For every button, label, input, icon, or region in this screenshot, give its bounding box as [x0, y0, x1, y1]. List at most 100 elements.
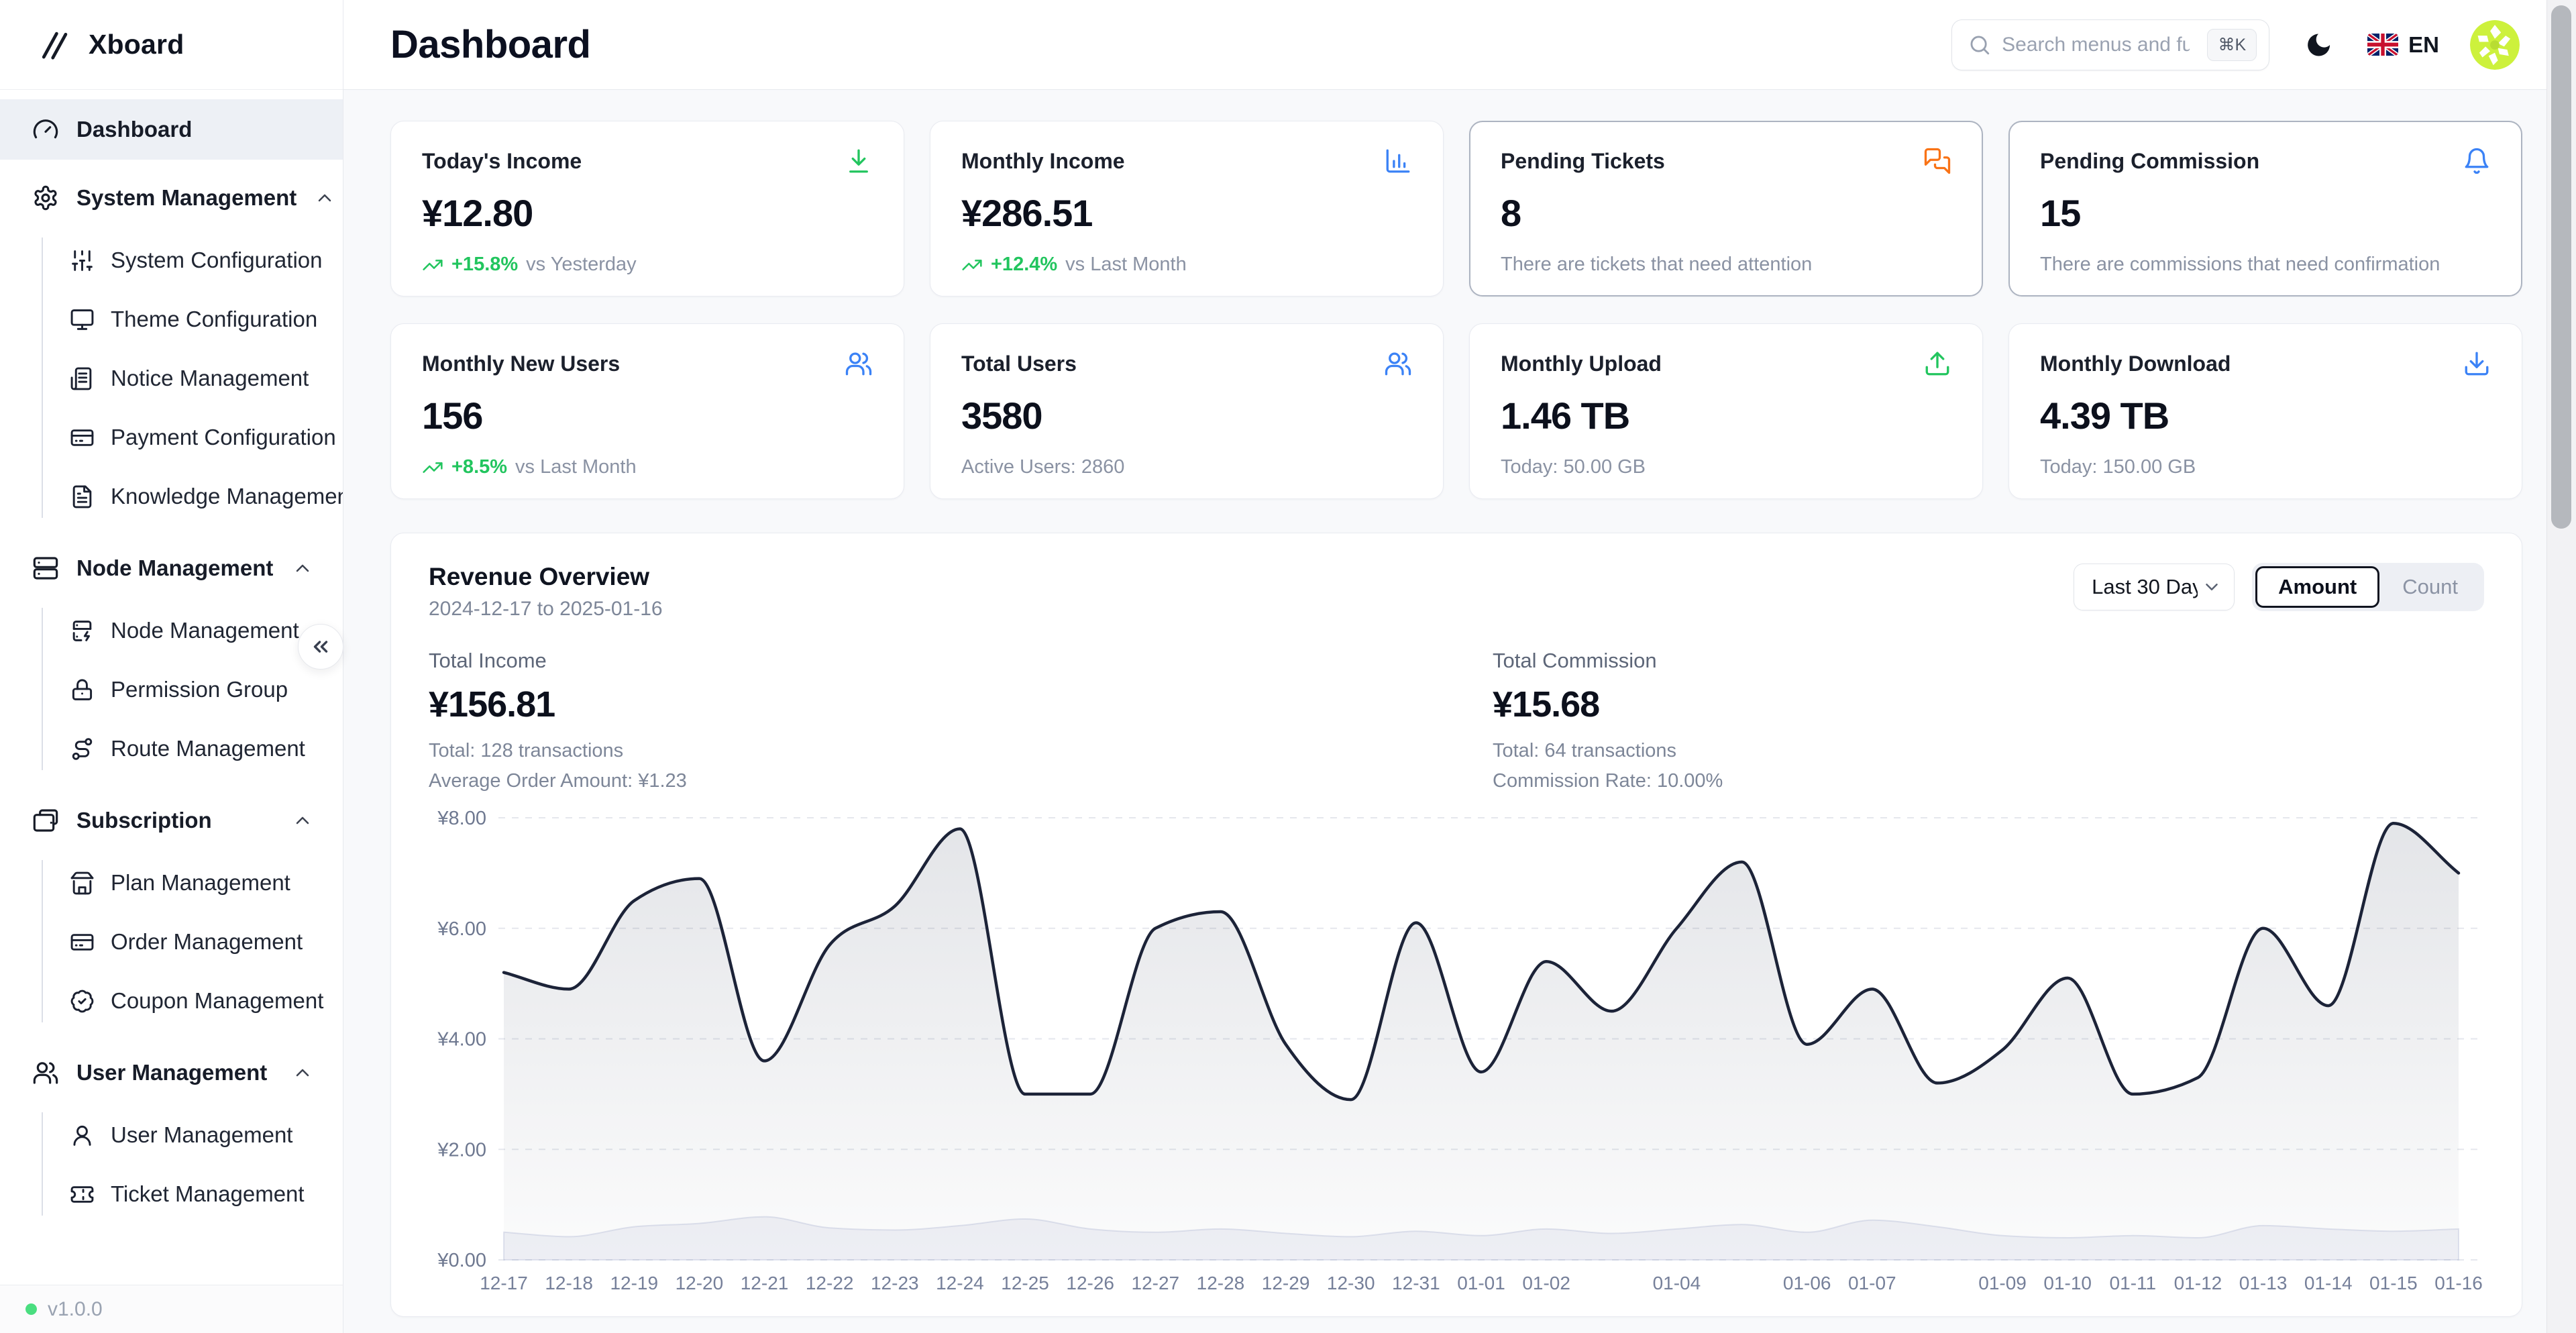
sidebar-section-system-management: System Management System Configuration The…: [0, 168, 343, 530]
sidebar-item-label: Node Management: [76, 555, 274, 580]
svg-text:01-09: 01-09: [1978, 1273, 2027, 1293]
sidebar-collapse-button[interactable]: [298, 624, 343, 670]
stat-card-subtext: +8.5% vs Last Month: [422, 456, 873, 478]
scrollbar-thumb[interactable]: [2551, 5, 2571, 529]
sidebar-subitem-theme-configuration[interactable]: Theme Configuration: [0, 290, 343, 349]
sidebar-subitem-notice-management[interactable]: Notice Management: [0, 349, 343, 408]
sidebar-subitem-label: Plan Management: [111, 870, 290, 895]
stat-card-header: Monthly Download: [2040, 350, 2491, 378]
stat-card-value: 15: [2040, 192, 2081, 234]
dark-mode-toggle[interactable]: [2300, 27, 2337, 63]
amount-count-toggle: Amount Count: [2252, 563, 2484, 611]
sidebar-submenu: User Management Ticket Management: [0, 1103, 343, 1228]
users-icon: [32, 1059, 59, 1086]
date-range-select-value: Last 30 Days: [2092, 575, 2198, 598]
upload-icon: [1923, 350, 1951, 378]
app-logo: Xboard: [0, 0, 343, 90]
trend-compare-label: vs Yesterday: [526, 254, 637, 275]
svg-text:12-19: 12-19: [610, 1273, 658, 1293]
revenue-overview-card: Revenue Overview 2024-12-17 to 2025-01-1…: [390, 533, 2522, 1317]
gear-icon: [32, 184, 59, 211]
server-icon: [32, 555, 59, 582]
total-commission-value: ¥15.68: [1493, 684, 1600, 725]
sidebar-subitem-label: Theme Configuration: [111, 307, 318, 331]
stat-card-value: 8: [1501, 192, 1521, 234]
sidebar-item-user-management[interactable]: User Management: [0, 1043, 343, 1103]
svg-text:12-30: 12-30: [1327, 1273, 1375, 1293]
user-avatar[interactable]: [2470, 19, 2520, 70]
stat-card-subtext: Today: 150.00 GB: [2040, 456, 2196, 478]
sidebar-subitem-coupon-management[interactable]: Coupon Management: [0, 971, 343, 1030]
stat-card-value: 4.39 TB: [2040, 394, 2169, 437]
total-commission-block: Total Commission ¥15.68 Total: 64 transa…: [1493, 649, 1723, 792]
sidebar-submenu: Node Management Permission Group Route Man…: [0, 598, 343, 782]
sidebar-subitem-ticket-management[interactable]: Ticket Management: [0, 1165, 343, 1224]
date-range-select[interactable]: Last 30 Days: [2074, 564, 2235, 610]
toggle-amount-button[interactable]: Amount: [2255, 566, 2380, 608]
sidebar-subitem-plan-management[interactable]: Plan Management: [0, 853, 343, 912]
revenue-controls: Last 30 Days Amount Count: [2074, 563, 2484, 611]
sidebar-subitem-knowledge-management[interactable]: Knowledge Management: [0, 467, 343, 526]
version-bar: v1.0.0: [0, 1285, 343, 1333]
total-commission-label: Total Commission: [1493, 649, 1657, 672]
svg-text:¥8.00: ¥8.00: [437, 808, 486, 829]
search-input[interactable]: [2002, 33, 2190, 56]
total-income-label: Total Income: [429, 649, 547, 672]
page-scrollbar: [2546, 0, 2576, 1333]
sidebar-subitem-route-management[interactable]: Route Management: [0, 719, 343, 778]
trend-percentage: +8.5%: [451, 456, 508, 478]
svg-text:01-13: 01-13: [2239, 1273, 2288, 1293]
search-icon: [1968, 34, 1991, 56]
sidebar-subitem-user-management[interactable]: User Management: [0, 1106, 343, 1165]
svg-text:01-06: 01-06: [1783, 1273, 1831, 1293]
sidebar-subitem-order-management[interactable]: Order Management: [0, 912, 343, 971]
sidebar-item-node-management[interactable]: Node Management: [0, 538, 343, 598]
newspaper-icon: [70, 366, 95, 391]
main-area: Dashboard ⌘K: [343, 0, 2546, 1333]
chevron-up-icon: [314, 187, 335, 209]
sidebar-item-dashboard[interactable]: Dashboard: [0, 99, 343, 160]
language-selector[interactable]: EN: [2367, 32, 2439, 58]
bell-icon: [2463, 147, 2491, 175]
stat-card-header: Today's Income: [422, 147, 873, 175]
stat-card-label: Total Users: [961, 351, 1077, 376]
svg-text:01-16: 01-16: [2434, 1273, 2483, 1293]
users-icon: [1384, 350, 1412, 378]
svg-text:01-07: 01-07: [1848, 1273, 1896, 1293]
sliders-icon: [70, 248, 95, 273]
stat-card-subtext: +15.8% vs Yesterday: [422, 254, 873, 276]
dashboard-content: Today's Income ¥12.80 +15.8% vs Yesterday Mo…: [343, 90, 2546, 1333]
sidebar-subitem-system-configuration[interactable]: System Configuration: [0, 231, 343, 290]
stat-card-subtext: There are tickets that need attention: [1501, 254, 1813, 275]
stat-card-pending-tickets[interactable]: Pending Tickets 8 There are tickets that n…: [1469, 121, 1983, 297]
stat-card-value: ¥12.80: [422, 192, 533, 234]
stat-card-pending-commission[interactable]: Pending Commission 15 There are commission…: [2008, 121, 2522, 297]
sidebar-subitem-label: Ticket Management: [111, 1181, 305, 1206]
app-name: Xboard: [89, 29, 184, 60]
lock-icon: [70, 678, 95, 702]
svg-text:¥4.00: ¥4.00: [437, 1029, 486, 1051]
total-commission-transactions: Total: 64 transactions: [1493, 740, 1677, 761]
trend-compare-label: vs Last Month: [515, 456, 637, 478]
sidebar-subitem-payment-configuration[interactable]: Payment Configuration: [0, 408, 343, 467]
sidebar-submenu: Plan Management Order Management Coupon Ma…: [0, 851, 343, 1034]
trend-percentage: +12.4%: [991, 254, 1058, 275]
sidebar-subitem-label: Node Management: [111, 618, 299, 643]
sidebar-section-user-management: User Management User Management Ticket Man…: [0, 1043, 343, 1228]
sidebar-item-system-management[interactable]: System Management: [0, 168, 343, 228]
stat-card-label: Monthly Download: [2040, 351, 2231, 376]
total-income-value: ¥156.81: [429, 684, 555, 725]
moon-icon: [2304, 30, 2333, 60]
sidebar-subitem-label: System Configuration: [111, 248, 323, 272]
stat-card-label: Monthly Upload: [1501, 351, 1662, 376]
stat-card-label: Monthly New Users: [422, 351, 621, 376]
total-income-block: Total Income ¥156.81 Total: 128 transact…: [429, 649, 1493, 792]
sidebar-subitem-node-management[interactable]: Node Management: [0, 601, 343, 660]
toggle-count-button[interactable]: Count: [2379, 566, 2481, 608]
sidebar-item-label: Subscription: [76, 808, 212, 833]
ticket-icon: [70, 1182, 95, 1207]
sidebar-section-subscription: Subscription Plan Management Order Managem…: [0, 790, 343, 1034]
sidebar-subitem-permission-group[interactable]: Permission Group: [0, 660, 343, 719]
stat-card-subtext: Today: 50.00 GB: [1501, 456, 1646, 478]
sidebar-item-subscription[interactable]: Subscription: [0, 790, 343, 851]
